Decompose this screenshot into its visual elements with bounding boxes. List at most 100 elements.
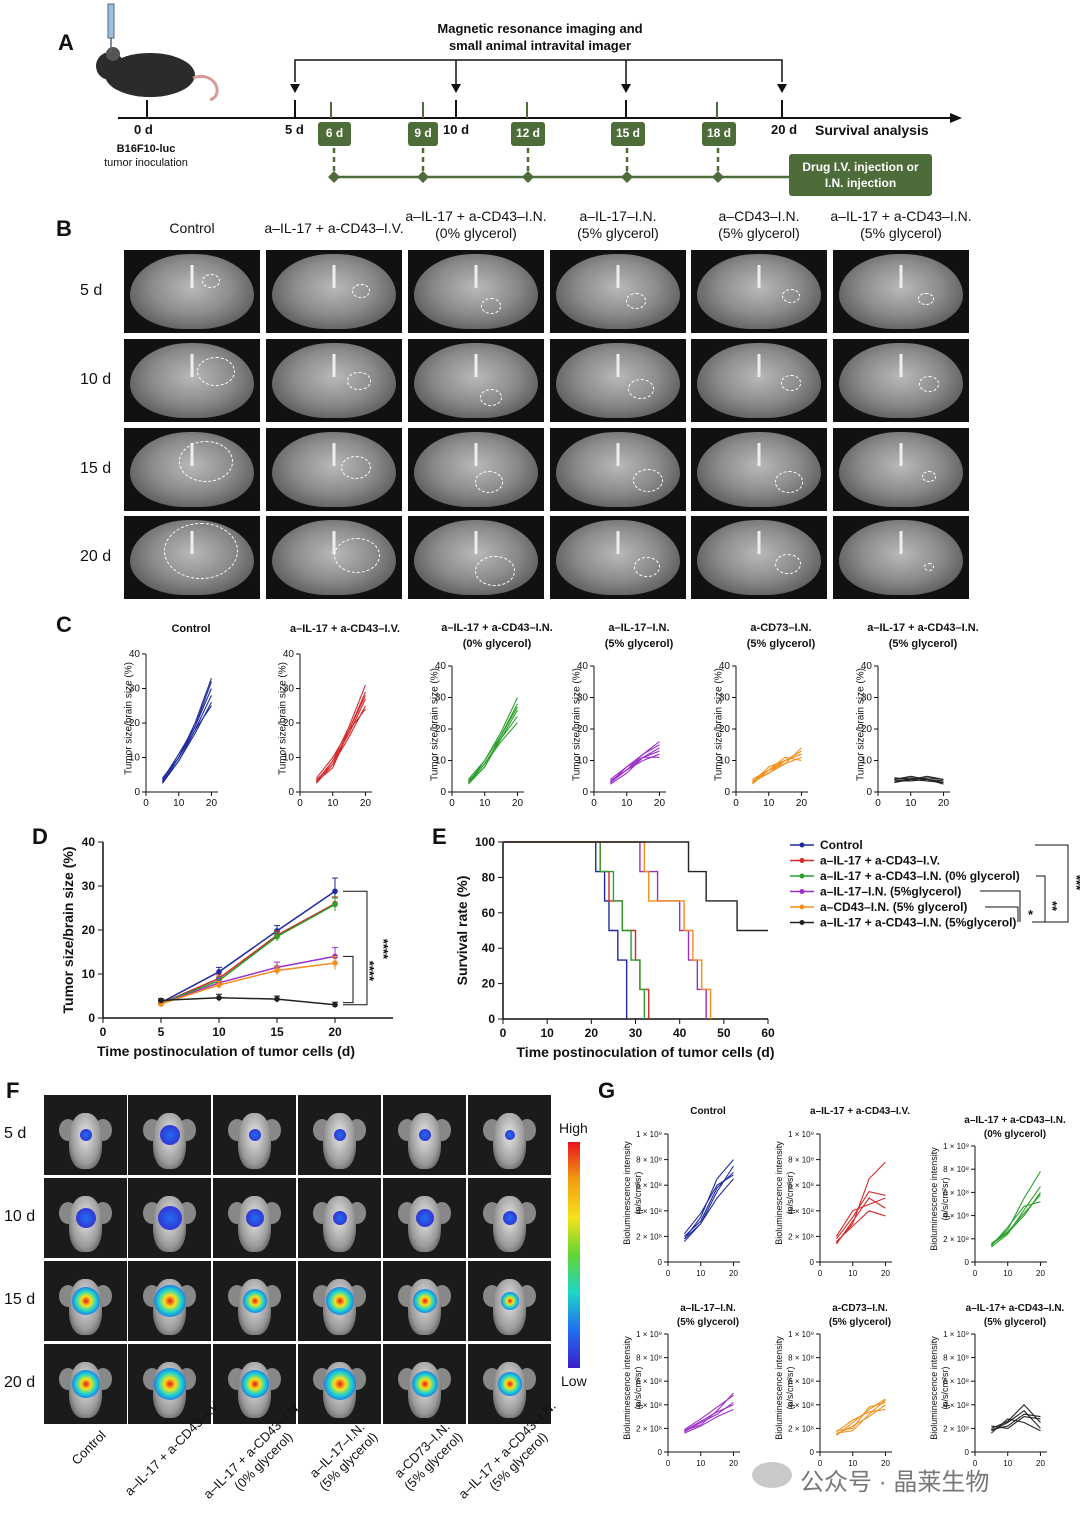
- data-point: [158, 997, 164, 1004]
- series-line: [991, 1416, 1041, 1429]
- chart-title-line2: (5% glycerol): [888, 638, 958, 650]
- x-tick-label: 20: [654, 798, 666, 809]
- midline: [190, 353, 194, 378]
- legend-marker: [799, 920, 805, 925]
- y-tick-label: 2 × 10⁸: [636, 1232, 662, 1241]
- y-tick-label: 10: [719, 756, 731, 767]
- midline: [332, 442, 336, 467]
- mri-column-label: Control: [114, 220, 270, 237]
- midline: [616, 530, 620, 555]
- series-line: [683, 1171, 734, 1237]
- series-line: [894, 777, 944, 782]
- y-tick-label: 8 × 10⁸: [788, 1156, 814, 1165]
- inoculation-line1: B16F10-luc: [116, 143, 176, 155]
- data-point: [274, 967, 280, 974]
- y-axis-label: Bioluminescence intensity (p/s/cm²sr): [774, 1323, 796, 1453]
- midline: [616, 353, 620, 378]
- mri-row-label: 10 d: [80, 371, 112, 388]
- series-line: [683, 1178, 734, 1242]
- mri-column-label-line2: (5% glycerol): [577, 225, 659, 241]
- tumor-outline: [628, 379, 654, 399]
- y-axis-label-line2: (p/s/cm²sr): [940, 1177, 950, 1221]
- chart-title: Control: [106, 621, 276, 637]
- y-axis-label-line1: Bioluminescence intensity: [774, 1141, 784, 1245]
- mri-image: [266, 516, 402, 599]
- y-tick-label: 30: [577, 693, 589, 704]
- tumor-outline: [481, 298, 501, 314]
- day-5-label: 5 d: [285, 122, 304, 137]
- y-tick-label: 30: [82, 879, 96, 893]
- y-tick-label: 40: [82, 835, 96, 849]
- mri-image: [550, 516, 686, 599]
- chart-title-line1: a–IL-17–I.N.: [680, 1303, 736, 1314]
- bioluminescence-image: [298, 1344, 381, 1424]
- panel-a-timeline: [96, 3, 962, 196]
- bioluminescence-image: [383, 1095, 466, 1175]
- signal-spot: [157, 1206, 182, 1230]
- series-line: [894, 778, 944, 785]
- series-line: [467, 722, 518, 782]
- midline: [757, 530, 761, 555]
- tumor-outline: [922, 470, 936, 482]
- tumor-outline: [626, 293, 646, 309]
- x-tick-label: 10: [327, 798, 339, 809]
- y-tick-label: 6 × 10⁸: [943, 1377, 969, 1386]
- small-line-chart: 0 2 × 10⁸ 4 × 10⁸ 6 × 10⁸ 8 × 10⁸ 1 × 10⁹ 0 10 2…: [943, 1330, 1047, 1468]
- y-axis-label: Tumor size/brain size (%): [855, 668, 867, 781]
- significance-stars: ****: [362, 961, 377, 982]
- series-line: [160, 902, 336, 1005]
- y-axis-label-line2: (p/s/cm²sr): [940, 1366, 950, 1410]
- series-line: [610, 753, 660, 783]
- mri-image: [691, 428, 827, 511]
- scale-high-label: High: [559, 1120, 588, 1136]
- survival-curve: [503, 841, 712, 1019]
- biolum-row-label: 15 d: [4, 1291, 36, 1308]
- legend-marker: [799, 858, 805, 863]
- series-line: [684, 1404, 734, 1432]
- mri-image: [408, 428, 544, 511]
- x-tick-label: 0: [449, 798, 455, 809]
- y-tick-label: 40: [129, 650, 141, 660]
- series-line: [315, 698, 366, 782]
- signal-spot: [332, 1211, 347, 1225]
- series-line: [161, 681, 212, 782]
- mri-image: [691, 250, 827, 333]
- tumor-outline: [475, 471, 503, 493]
- chart-title-line1: Control: [690, 1106, 726, 1117]
- panel-label-d: D: [32, 824, 48, 849]
- x-tick-label: 10: [763, 798, 775, 809]
- chart-title-line1: a–IL-17 + a-CD43–I.V.: [810, 1106, 910, 1117]
- bioluminescence-image: [44, 1261, 127, 1341]
- x-tick-label: 10: [696, 1459, 705, 1468]
- data-point: [216, 969, 222, 975]
- signal-spot: [500, 1292, 519, 1310]
- y-tick-label: 0: [88, 1011, 95, 1025]
- legend-label: a–IL-17 + a-CD43–I.N. (0% glycerol): [820, 869, 1020, 883]
- series-line: [315, 705, 366, 784]
- bioluminescence-image: [44, 1344, 127, 1424]
- series-line: [467, 697, 518, 783]
- x-tick-label: 20: [360, 798, 372, 809]
- biolum-row-label: 10 d: [4, 1208, 36, 1225]
- y-axis-label: Bioluminescence intensity (p/s/cm²sr): [622, 1323, 644, 1453]
- chart-title: a–IL-17+ a-CD43–I.N. (5% glycerol): [935, 1302, 1080, 1330]
- legend-label: a–CD43–I.N. (5% glycerol): [820, 900, 967, 914]
- y-tick-label: 10: [861, 756, 873, 767]
- survival-curve: [503, 841, 768, 932]
- y-tick-label: 100: [475, 835, 495, 849]
- chart-title-line1: a-CD73–I.N.: [832, 1303, 888, 1314]
- series-line: [610, 747, 660, 782]
- y-tick-label: 0: [965, 1258, 970, 1267]
- mri-column-label-line1: a–IL-17 + a-CD43–I.V.: [264, 220, 404, 236]
- chart-title: a–IL-17–I.N. (5% glycerol): [628, 1302, 788, 1330]
- midline: [757, 264, 761, 289]
- y-axis-label: Tumor size/brain size (%): [60, 847, 76, 1014]
- y-tick-label: 1 × 10⁹: [788, 1130, 814, 1139]
- small-line-chart: 0 10 20 30 40 0 10 20: [129, 650, 218, 809]
- y-tick-label: 40: [283, 650, 295, 660]
- signal-spot: [79, 1129, 92, 1141]
- signal-spot: [71, 1370, 100, 1398]
- y-tick-label: 0: [582, 787, 588, 798]
- signal-spot: [418, 1129, 431, 1141]
- mri-column-label-line1: a–IL-17–I.N.: [579, 208, 657, 224]
